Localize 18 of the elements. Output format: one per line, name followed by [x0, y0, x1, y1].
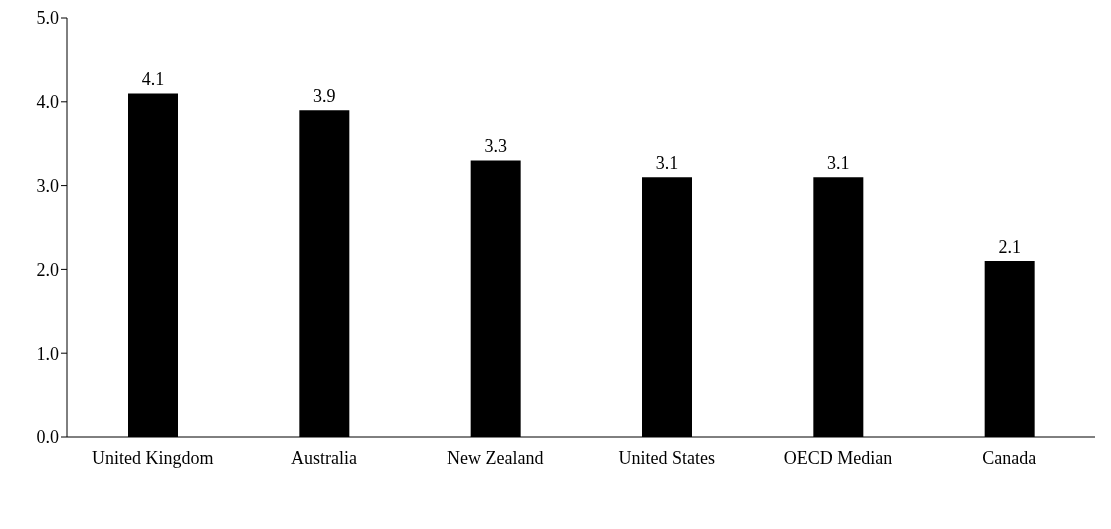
y-tick-label: 3.0 — [36, 175, 59, 196]
x-tick-label: Canada — [982, 447, 1037, 468]
y-tick-label: 1.0 — [36, 343, 59, 364]
x-tick-label: New Zealand — [447, 447, 544, 468]
data-label: 3.3 — [484, 136, 507, 157]
data-label: 3.1 — [655, 153, 679, 174]
y-tick-label: 2.0 — [36, 259, 59, 280]
x-tick-label: Australia — [291, 447, 357, 468]
x-tick-label: OECD Median — [783, 447, 893, 468]
y-tick-label: 4.0 — [36, 92, 59, 113]
y-tick-label: 0.0 — [36, 427, 59, 448]
data-label: 2.1 — [998, 237, 1021, 258]
x-tick-label: United States — [618, 447, 715, 468]
y-tick-label: 5.0 — [36, 8, 59, 29]
data-label: 3.9 — [313, 86, 336, 107]
x-tick-label: United Kingdom — [91, 447, 214, 468]
data-label: 4.1 — [141, 69, 165, 90]
data-label: 3.1 — [827, 153, 850, 174]
